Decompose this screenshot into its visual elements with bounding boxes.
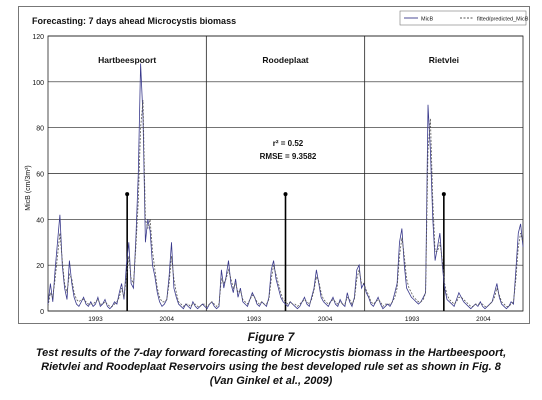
chart-title: Forecasting: 7 days ahead Microcystis bi… bbox=[32, 16, 236, 26]
chart-legend: MicB fitted/predicted_MicB bbox=[399, 10, 529, 26]
y-tick-label: 120 bbox=[32, 34, 44, 41]
figure-frame: Forecasting: 7 days ahead Microcystis bi… bbox=[18, 6, 530, 324]
annotation-r2: r² = 0.52 bbox=[273, 139, 304, 148]
figure-caption-line: (Van Ginkel et al., 2009) bbox=[209, 375, 333, 387]
y-tick-label: 60 bbox=[36, 172, 44, 179]
x-tick-label: 2004 bbox=[318, 316, 333, 323]
y-tick-label: 100 bbox=[32, 80, 44, 87]
microcystis-forecast-chart: Forecasting: 7 days ahead Microcystis bi… bbox=[18, 6, 530, 324]
marker-dot bbox=[441, 192, 446, 197]
plot-area: 0 20 40 60 80 100 120 Hartbeespoort 1993 2004 Rood… bbox=[32, 34, 524, 323]
legend-entry: MicB bbox=[421, 17, 434, 23]
marker-dot bbox=[283, 192, 288, 197]
legend-entry: fitted/predicted_MicB bbox=[477, 17, 529, 23]
figure-caption: Test results of the 7-day forward foreca… bbox=[0, 346, 542, 388]
x-tick-label: 1993 bbox=[405, 316, 420, 323]
figure-caption-line: Rietvlei and Roodeplaat Reservoirs using… bbox=[41, 361, 501, 373]
marker-dot bbox=[125, 192, 130, 197]
x-tick-label: 1993 bbox=[88, 316, 103, 323]
panel-label: Roodeplaat bbox=[262, 55, 308, 65]
figure-caption-line: Test results of the 7-day forward foreca… bbox=[35, 347, 507, 359]
legend-box bbox=[399, 10, 527, 26]
annotation-rmse: RMSE = 9.3582 bbox=[260, 152, 317, 161]
panel-label: Rietvlei bbox=[429, 55, 459, 65]
y-tick-label: 40 bbox=[36, 217, 44, 224]
y-tick-label: 0 bbox=[40, 309, 44, 316]
series-line-micb bbox=[47, 63, 524, 310]
y-axis-label: MicB (cm/3m³) bbox=[25, 165, 32, 211]
x-tick-label: 2004 bbox=[160, 316, 175, 323]
y-tick-label: 80 bbox=[36, 126, 44, 133]
x-tick-label: 1993 bbox=[247, 316, 262, 323]
x-tick-label: 2004 bbox=[476, 316, 491, 323]
panel-label: Hartbeespoort bbox=[98, 55, 156, 65]
y-tick-label: 20 bbox=[36, 263, 44, 270]
figure-caption-title: Figure 7 bbox=[247, 330, 295, 344]
